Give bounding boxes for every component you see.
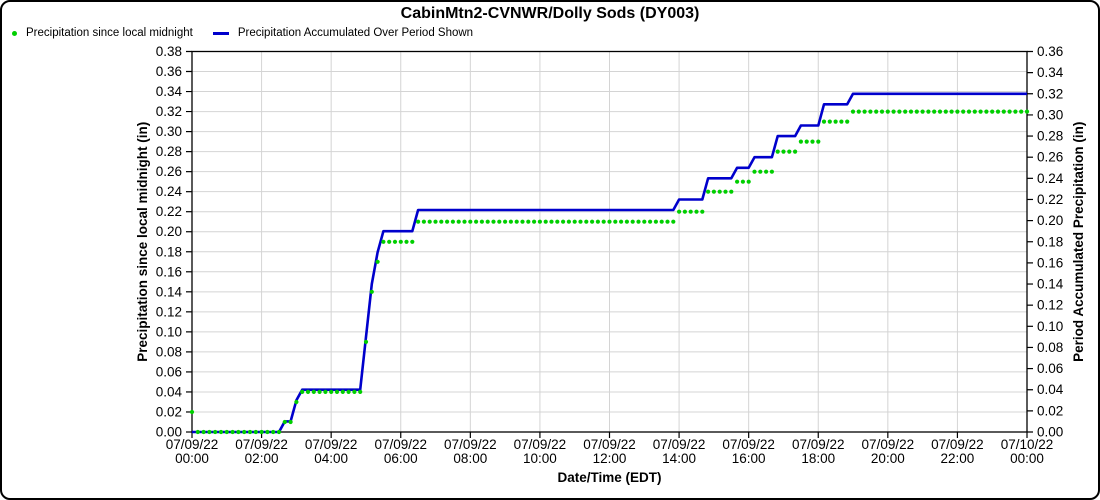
svg-text:0.24: 0.24 bbox=[156, 184, 183, 199]
svg-text:20:00: 20:00 bbox=[871, 451, 905, 466]
svg-text:04:00: 04:00 bbox=[314, 451, 348, 466]
svg-text:0.18: 0.18 bbox=[156, 244, 182, 259]
svg-text:0.10: 0.10 bbox=[1037, 319, 1063, 334]
svg-text:0.16: 0.16 bbox=[1037, 255, 1063, 270]
svg-text:0.08: 0.08 bbox=[1037, 340, 1063, 355]
svg-text:0.30: 0.30 bbox=[156, 124, 182, 139]
svg-text:07/09/22: 07/09/22 bbox=[722, 437, 775, 452]
svg-text:0.20: 0.20 bbox=[1037, 213, 1063, 228]
svg-text:02:00: 02:00 bbox=[245, 451, 279, 466]
svg-text:14:00: 14:00 bbox=[662, 451, 696, 466]
legend-label: Precipitation Accumulated Over Period Sh… bbox=[237, 27, 474, 39]
svg-text:0.30: 0.30 bbox=[1037, 107, 1063, 122]
svg-text:0.28: 0.28 bbox=[1037, 129, 1063, 144]
svg-text:10:00: 10:00 bbox=[523, 451, 557, 466]
green-dot-icon bbox=[12, 30, 17, 36]
svg-text:07/09/22: 07/09/22 bbox=[444, 437, 497, 452]
svg-text:07/09/22: 07/09/22 bbox=[583, 437, 636, 452]
svg-text:18:00: 18:00 bbox=[801, 451, 835, 466]
svg-text:07/09/22: 07/09/22 bbox=[653, 437, 706, 452]
legend-item-accumulated: Precipitation Accumulated Over Period Sh… bbox=[212, 27, 474, 39]
svg-text:0.02: 0.02 bbox=[156, 404, 182, 419]
svg-text:0.06: 0.06 bbox=[1037, 361, 1063, 376]
svg-text:0.36: 0.36 bbox=[1037, 44, 1063, 59]
svg-text:07/10/22: 07/10/22 bbox=[1001, 437, 1054, 452]
svg-text:0.12: 0.12 bbox=[156, 304, 182, 319]
svg-text:0.34: 0.34 bbox=[156, 84, 183, 99]
svg-text:07/09/22: 07/09/22 bbox=[931, 437, 984, 452]
y-left-axis-title: Precipitation since local midnight (in) bbox=[135, 122, 150, 362]
svg-text:07/09/22: 07/09/22 bbox=[166, 437, 219, 452]
svg-text:16:00: 16:00 bbox=[732, 451, 766, 466]
series-precip-dots bbox=[189, 109, 1030, 435]
svg-text:07/09/22: 07/09/22 bbox=[514, 437, 567, 452]
x-axis-title: Date/Time (EDT) bbox=[557, 470, 661, 485]
svg-text:0.24: 0.24 bbox=[1037, 171, 1064, 186]
svg-text:06:00: 06:00 bbox=[384, 451, 418, 466]
x-axis: 07/09/2200:0007/09/2202:0007/09/2204:000… bbox=[166, 432, 1054, 466]
svg-text:0.22: 0.22 bbox=[156, 204, 182, 219]
svg-text:0.10: 0.10 bbox=[156, 324, 182, 339]
svg-text:0.12: 0.12 bbox=[1037, 298, 1063, 313]
svg-text:0.34: 0.34 bbox=[1037, 65, 1064, 80]
svg-text:0.00: 0.00 bbox=[156, 425, 182, 440]
svg-text:0.18: 0.18 bbox=[1037, 234, 1063, 249]
svg-text:0.02: 0.02 bbox=[1037, 403, 1063, 418]
series-accumulated-line bbox=[192, 92, 1027, 434]
svg-text:0.04: 0.04 bbox=[156, 384, 183, 399]
y-right-axis: 0.36 0.34 0.32 0.30 0.28 0.26 0.24 0.22 0.20 0.18… bbox=[1027, 44, 1064, 440]
svg-text:07/09/22: 07/09/22 bbox=[305, 437, 358, 452]
y-left-axis: 0.38 0.36 0.34 0.32 0.30 0.28 0.26 0.24 0.22 0.20… bbox=[156, 44, 192, 440]
svg-text:0.38: 0.38 bbox=[156, 44, 182, 59]
svg-text:0.26: 0.26 bbox=[1037, 150, 1063, 165]
svg-text:0.16: 0.16 bbox=[156, 264, 182, 279]
gridlines bbox=[192, 51, 1027, 432]
svg-text:0.14: 0.14 bbox=[156, 284, 183, 299]
svg-text:0.32: 0.32 bbox=[156, 104, 182, 119]
page-title: CabinMtn2-CVNWR/Dolly Sods (DY003) bbox=[400, 5, 700, 22]
y-right-axis-title: Period Accumulated Precipitation (in) bbox=[1071, 122, 1086, 362]
svg-text:0.00: 0.00 bbox=[1037, 425, 1063, 440]
svg-text:12:00: 12:00 bbox=[593, 451, 627, 466]
svg-text:0.06: 0.06 bbox=[156, 364, 182, 379]
legend-item-precip-since-midnight: Precipitation since local midnight bbox=[12, 27, 193, 39]
svg-text:07/09/22: 07/09/22 bbox=[235, 437, 288, 452]
svg-text:07/09/22: 07/09/22 bbox=[374, 437, 427, 452]
svg-text:0.28: 0.28 bbox=[156, 144, 182, 159]
svg-text:0.22: 0.22 bbox=[1037, 192, 1063, 207]
svg-text:0.08: 0.08 bbox=[156, 344, 182, 359]
svg-text:22:00: 22:00 bbox=[941, 451, 975, 466]
svg-text:07/09/22: 07/09/22 bbox=[792, 437, 845, 452]
svg-text:0.36: 0.36 bbox=[156, 64, 182, 79]
svg-text:0.20: 0.20 bbox=[156, 224, 182, 239]
svg-text:0.32: 0.32 bbox=[1037, 86, 1063, 101]
svg-text:00:00: 00:00 bbox=[175, 451, 209, 466]
svg-text:0.26: 0.26 bbox=[156, 164, 182, 179]
legend: Precipitation since local midnight Preci… bbox=[12, 27, 473, 39]
legend-label: Precipitation since local midnight bbox=[26, 27, 193, 39]
svg-text:00:00: 00:00 bbox=[1010, 451, 1044, 466]
svg-text:0.04: 0.04 bbox=[1037, 382, 1064, 397]
svg-text:08:00: 08:00 bbox=[453, 451, 487, 466]
svg-text:07/09/22: 07/09/22 bbox=[862, 437, 915, 452]
svg-text:0.14: 0.14 bbox=[1037, 277, 1064, 292]
blue-line-icon bbox=[212, 31, 229, 35]
